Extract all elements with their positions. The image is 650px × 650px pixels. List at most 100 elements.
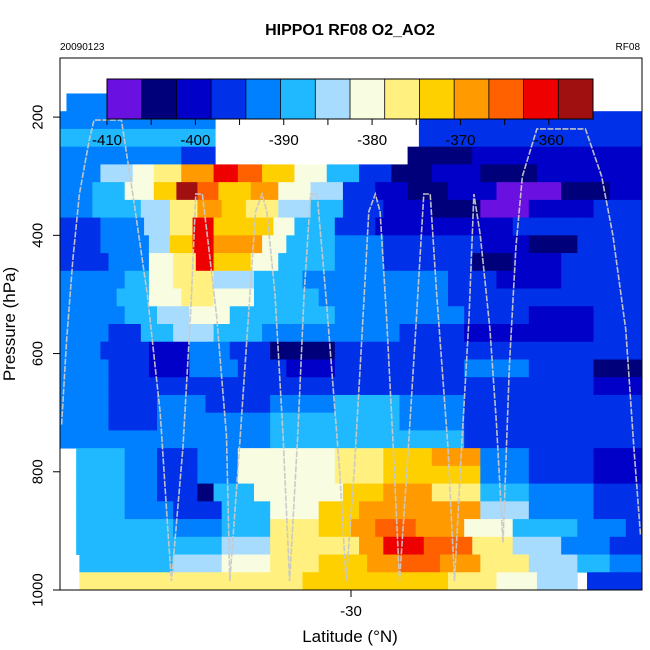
heatmap-cell [124, 501, 174, 520]
heatmap-cell [221, 536, 271, 555]
heatmap-cell [383, 448, 433, 467]
heatmap-cell [153, 182, 177, 201]
heatmap-cell [229, 306, 271, 325]
heatmap-cell [326, 164, 360, 183]
heatmap-cell [431, 483, 481, 502]
heatmap-cell [213, 235, 263, 254]
heatmap-cell [237, 448, 287, 467]
heatmap-cell [124, 519, 174, 538]
heatmap-cell [278, 199, 311, 218]
heatmap-cell [512, 536, 562, 555]
heatmap-cell [237, 164, 263, 183]
heatmap-cell [399, 324, 465, 343]
heatmap-cell [173, 324, 214, 343]
heatmap-cell [359, 536, 384, 555]
heatmap-cell [577, 288, 643, 307]
heatmap-cell [76, 448, 126, 467]
heatmap-cell [124, 306, 158, 325]
heatmap-cell [593, 448, 643, 467]
heatmap-cell [262, 235, 287, 254]
colorbar-swatch [176, 79, 212, 119]
heatmap-cell [383, 501, 433, 520]
heatmap-cell [375, 182, 408, 201]
heatmap-cell [270, 536, 320, 555]
heatmap-cell [528, 430, 594, 449]
heatmap-cell [221, 554, 271, 573]
heatmap-cell [528, 199, 594, 218]
heatmap-cell [213, 324, 263, 343]
heatmap-cell [334, 341, 400, 360]
colorbar-swatch [315, 79, 351, 119]
heatmap-cell [197, 182, 219, 201]
heatmap-cells [60, 93, 643, 591]
heatmap-cell [577, 519, 627, 538]
heatmap-cell [76, 465, 126, 484]
heatmap-cell [431, 448, 481, 467]
chart-title: HIPPO1 RF08 O2_AO2 [265, 22, 435, 39]
heatmap-cell [464, 217, 514, 236]
heatmap-cell [286, 235, 336, 254]
heatmap-cell [593, 501, 643, 520]
heatmap-cell [148, 288, 182, 307]
heatmap-cell [144, 217, 171, 236]
heatmap-cell [593, 465, 643, 484]
heatmap-cell [342, 483, 384, 502]
heatmap-cell [464, 377, 530, 396]
heatmap-cell [528, 324, 594, 343]
heatmap-cell [561, 270, 643, 289]
heatmap-cell [512, 253, 562, 272]
heatmap-cell [60, 199, 93, 218]
heatmap-cell [302, 270, 352, 289]
flight-label: RF08 [616, 42, 641, 53]
heatmap-cell [472, 253, 514, 272]
heatmap-cell [318, 536, 360, 555]
colorbar-frame [106, 78, 594, 120]
heatmap-cell [124, 554, 174, 573]
heatmap-cell [528, 306, 594, 325]
heatmap-cell [448, 288, 497, 307]
heatmap-cell [157, 448, 198, 467]
heatmap-cell [153, 164, 182, 183]
heatmap-cell [318, 288, 384, 307]
heatmap-cell [205, 430, 271, 449]
heatmap-cell [383, 235, 433, 254]
heatmap-cell [270, 554, 320, 573]
heatmap-cell [157, 430, 206, 449]
heatmap-cell [173, 536, 223, 555]
heatmap-cell [286, 359, 336, 378]
heatmap-cell [60, 270, 126, 289]
y-axis-label: Pressure (hPa) [0, 267, 19, 381]
colorbar-tick-label: -380 [357, 132, 387, 149]
heatmap-cell [448, 572, 497, 591]
colorbar-tick-label: -400 [180, 132, 210, 149]
heatmap-cell [593, 306, 643, 325]
heatmap-cell [577, 554, 611, 573]
heatmap-cell [480, 235, 530, 254]
heatmap-cell [351, 519, 376, 538]
heatmap-cell [92, 199, 142, 218]
heatmap-cell [593, 377, 627, 396]
heatmap-cell [79, 554, 126, 573]
y-axis: 200 400 600 800 1000 [30, 105, 60, 607]
heatmap-cell [140, 324, 174, 343]
heatmap-cell [181, 164, 214, 183]
heatmap-cell [625, 572, 643, 591]
flight-track-line [60, 119, 642, 582]
heatmap-cell [124, 483, 158, 502]
colorbar-swatch [107, 79, 143, 119]
heatmap-cell [213, 217, 247, 236]
heatmap-cell [528, 394, 594, 414]
heatmap-cell [399, 572, 449, 591]
heatmap-cell [76, 519, 126, 538]
heatmap-cell [359, 164, 392, 183]
heatmap-cell [609, 554, 643, 573]
heatmap-cell [593, 483, 643, 502]
heatmap-cell [334, 377, 400, 396]
heatmap-cell [124, 270, 150, 289]
heatmap-cell [528, 483, 594, 502]
heatmap-cell [148, 359, 190, 378]
heatmap-cell [302, 483, 344, 502]
heatmap-cell [262, 324, 336, 343]
heatmap-cell [528, 554, 578, 573]
